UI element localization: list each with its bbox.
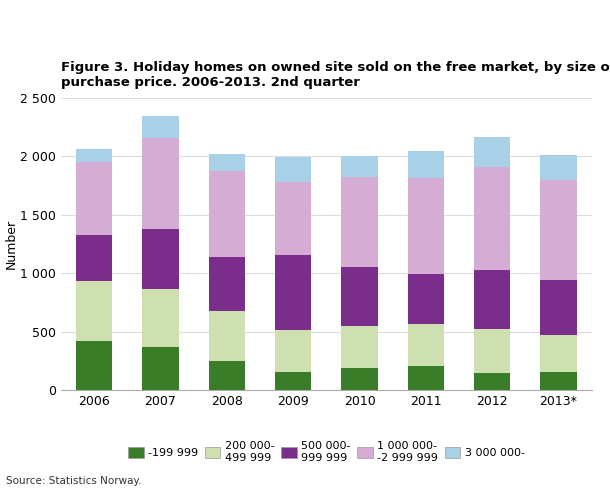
Bar — [209, 171, 245, 257]
Bar — [76, 341, 112, 390]
Bar — [209, 257, 245, 311]
Y-axis label: Number: Number — [4, 219, 18, 269]
Bar — [76, 148, 112, 162]
Bar — [341, 177, 378, 267]
Bar — [540, 280, 577, 335]
Legend: -199 999, 200 000-
499 999, 500 000-
999 999, 1 000 000-
-2 999 999, 3 000 000-: -199 999, 200 000- 499 999, 500 000- 999… — [123, 437, 529, 468]
Bar — [407, 178, 444, 274]
Bar — [142, 116, 179, 138]
Bar — [76, 235, 112, 282]
Bar — [142, 138, 179, 229]
Bar — [209, 361, 245, 390]
Bar — [341, 367, 378, 390]
Bar — [407, 151, 444, 178]
Bar — [341, 267, 378, 326]
Bar — [341, 326, 378, 367]
Bar — [474, 270, 511, 329]
Bar — [474, 138, 511, 167]
Bar — [275, 182, 312, 255]
Bar — [540, 155, 577, 180]
Bar — [540, 372, 577, 390]
Bar — [474, 329, 511, 373]
Bar — [407, 324, 444, 366]
Bar — [540, 335, 577, 372]
Bar — [341, 156, 378, 177]
Bar — [142, 229, 179, 288]
Bar — [275, 255, 312, 330]
Bar — [275, 330, 312, 372]
Bar — [474, 373, 511, 390]
Bar — [209, 311, 245, 361]
Text: Figure 3. Holiday homes on owned site sold on the free market, by size of
purcha: Figure 3. Holiday homes on owned site so… — [61, 61, 610, 89]
Bar — [142, 288, 179, 347]
Bar — [76, 162, 112, 235]
Bar — [540, 180, 577, 280]
Bar — [209, 154, 245, 171]
Bar — [407, 366, 444, 390]
Bar — [142, 347, 179, 390]
Bar — [407, 274, 444, 324]
Bar — [76, 282, 112, 341]
Text: Source: Statistics Norway.: Source: Statistics Norway. — [6, 476, 142, 486]
Bar — [474, 167, 511, 270]
Bar — [275, 157, 312, 182]
Bar — [275, 372, 312, 390]
